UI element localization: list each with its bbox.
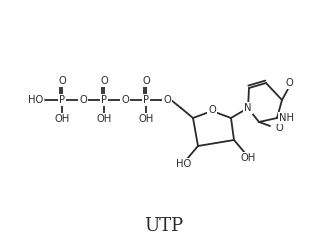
Text: O: O	[121, 95, 129, 105]
Text: O: O	[58, 76, 66, 86]
Text: UTP: UTP	[144, 217, 184, 235]
Text: O: O	[208, 105, 216, 115]
Text: NH: NH	[279, 113, 294, 123]
Text: OH: OH	[240, 153, 256, 163]
Text: O: O	[163, 95, 171, 105]
Text: O: O	[285, 78, 293, 88]
Text: N: N	[244, 103, 252, 113]
Text: O: O	[100, 76, 108, 86]
Text: P: P	[59, 95, 65, 105]
Text: O: O	[275, 123, 283, 133]
Text: O: O	[79, 95, 87, 105]
Text: HO: HO	[176, 159, 192, 169]
Text: P: P	[143, 95, 149, 105]
Text: OH: OH	[96, 114, 112, 124]
Text: O: O	[142, 76, 150, 86]
Text: OH: OH	[138, 114, 154, 124]
Text: P: P	[101, 95, 107, 105]
Text: HO: HO	[28, 95, 43, 105]
Text: OH: OH	[54, 114, 70, 124]
